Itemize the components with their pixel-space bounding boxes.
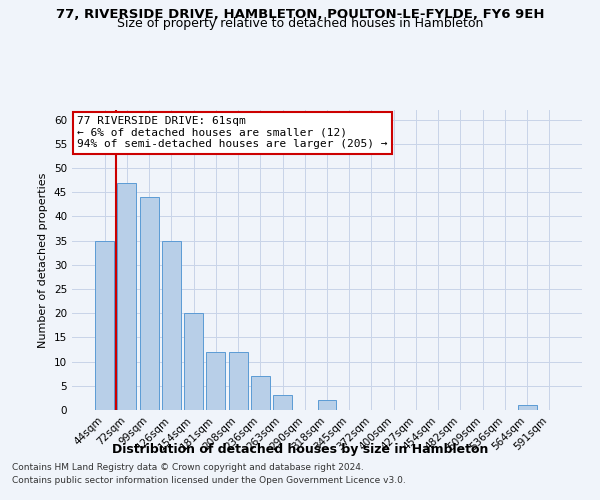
Text: Contains public sector information licensed under the Open Government Licence v3: Contains public sector information licen…: [12, 476, 406, 485]
Text: Distribution of detached houses by size in Hambleton: Distribution of detached houses by size …: [112, 442, 488, 456]
Bar: [251, 376, 270, 410]
Text: 77, RIVERSIDE DRIVE, HAMBLETON, POULTON-LE-FYLDE, FY6 9EH: 77, RIVERSIDE DRIVE, HAMBLETON, POULTON-…: [56, 8, 544, 20]
Bar: [273, 396, 292, 410]
Bar: [95, 240, 114, 410]
Text: Contains HM Land Registry data © Crown copyright and database right 2024.: Contains HM Land Registry data © Crown c…: [12, 464, 364, 472]
Bar: [118, 182, 136, 410]
Bar: [229, 352, 248, 410]
Bar: [140, 197, 158, 410]
Y-axis label: Number of detached properties: Number of detached properties: [38, 172, 49, 348]
Text: 77 RIVERSIDE DRIVE: 61sqm
← 6% of detached houses are smaller (12)
94% of semi-d: 77 RIVERSIDE DRIVE: 61sqm ← 6% of detach…: [77, 116, 388, 149]
Text: Size of property relative to detached houses in Hambleton: Size of property relative to detached ho…: [117, 18, 483, 30]
Bar: [317, 400, 337, 410]
Bar: [184, 313, 203, 410]
Bar: [206, 352, 225, 410]
Bar: [518, 405, 536, 410]
Bar: [162, 240, 181, 410]
